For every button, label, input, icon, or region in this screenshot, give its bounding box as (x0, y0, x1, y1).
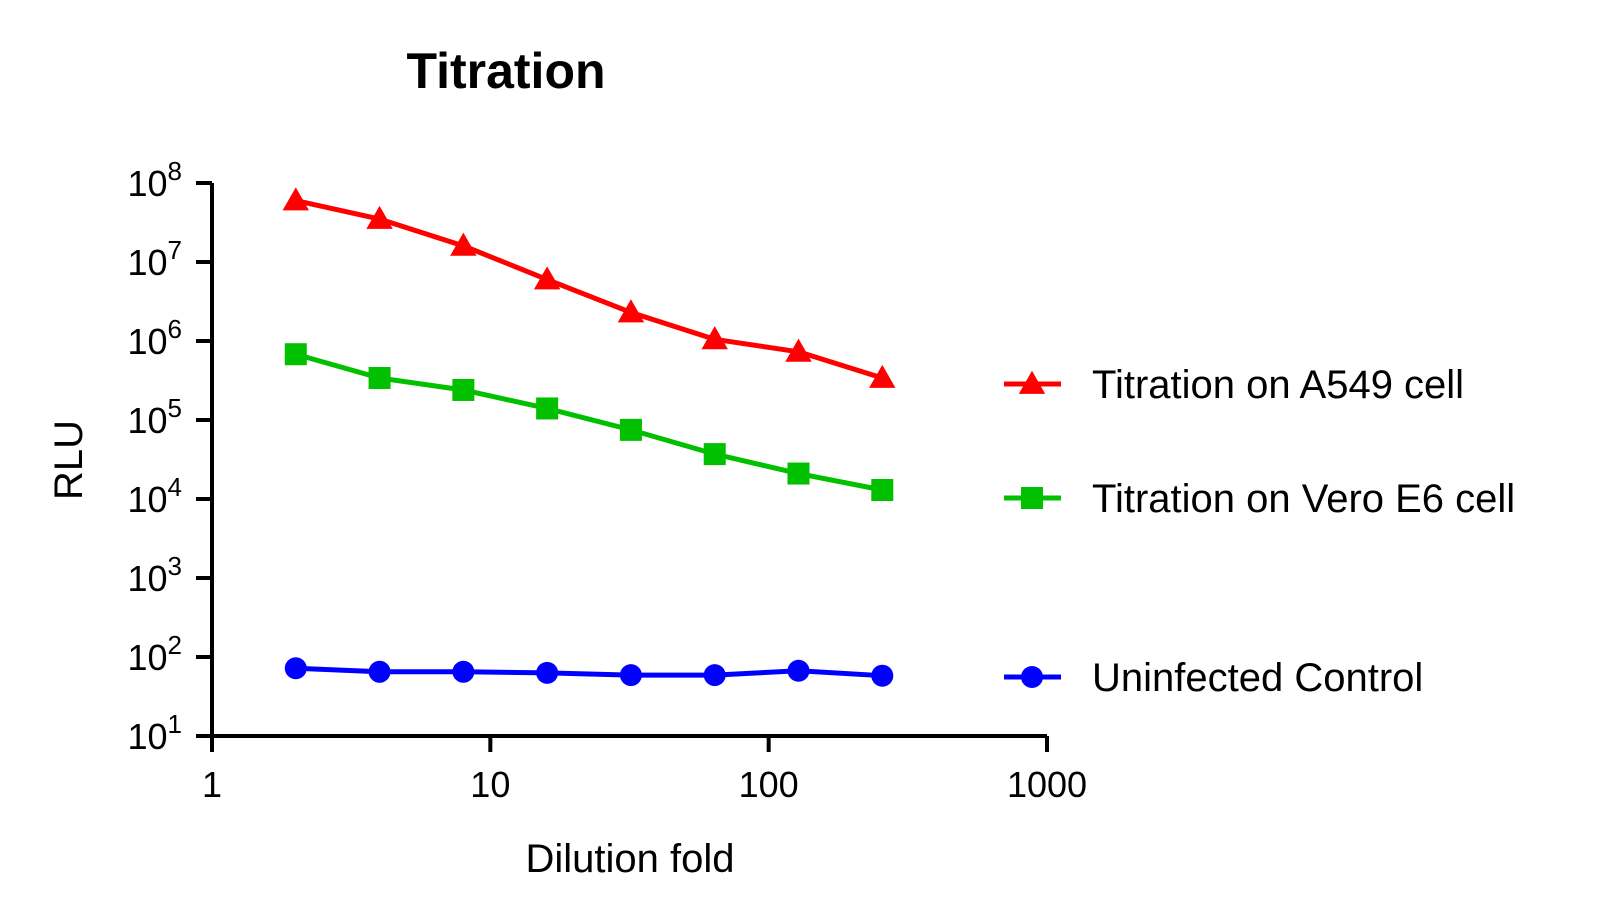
series-layer (282, 187, 896, 687)
legend-entry: Titration on Vero E6 cell (1004, 477, 1515, 521)
legend-label: Titration on A549 cell (1092, 363, 1464, 407)
series-1 (282, 187, 896, 388)
series-line (295, 198, 884, 381)
data-point (366, 205, 393, 229)
data-point (871, 478, 894, 501)
data-point (617, 299, 645, 323)
y-tick-label: 104 (127, 472, 182, 520)
series-line (295, 351, 883, 493)
y-tick-exponent: 7 (168, 235, 182, 265)
data-point (368, 367, 391, 390)
x-tick-label: 100 (739, 764, 799, 805)
data-point (536, 661, 559, 684)
y-tick-label: 101 (127, 709, 182, 757)
y-tick-exponent: 8 (168, 156, 182, 186)
data-point (869, 364, 896, 388)
data-point (533, 266, 561, 290)
y-tick-base: 10 (127, 637, 167, 678)
y-tick-base: 10 (127, 716, 167, 757)
y-tick-base: 10 (127, 479, 167, 520)
legend: Titration on A549 cell Titration on Vero … (1004, 363, 1515, 700)
data-point (368, 660, 391, 683)
y-tick-base: 10 (127, 163, 167, 204)
data-point (871, 664, 894, 687)
series-line (295, 665, 883, 679)
data-point (452, 660, 475, 683)
y-tick-exponent: 2 (168, 630, 182, 660)
y-tick-base: 10 (127, 558, 167, 599)
y-tick-base: 10 (127, 400, 167, 441)
x-axis-label: Dilution fold (525, 837, 734, 881)
y-axis-label: RLU (47, 420, 91, 500)
y-tick-label: 108 (127, 156, 182, 204)
data-point (284, 657, 307, 680)
y-tick-exponent: 6 (168, 314, 182, 344)
y-tick-exponent: 5 (168, 393, 182, 423)
data-point (787, 462, 810, 485)
y-tick-label: 107 (127, 235, 182, 283)
x-tick-label: 1 (202, 764, 222, 805)
y-tick-base: 10 (127, 321, 167, 362)
legend-entry: Titration on A549 cell (1004, 363, 1464, 407)
series-2 (284, 343, 894, 501)
data-point (282, 187, 309, 211)
data-point (787, 659, 810, 682)
chart-title: Titration (406, 43, 605, 99)
y-tick-label: 106 (127, 314, 182, 362)
legend-label: Titration on Vero E6 cell (1092, 477, 1515, 521)
y-tick-exponent: 3 (168, 551, 182, 581)
data-point (703, 664, 726, 687)
data-point (284, 343, 307, 366)
data-point (536, 397, 559, 420)
data-point (703, 443, 726, 466)
x-tick-label: 10 (470, 764, 510, 805)
legend-label: Uninfected Control (1092, 656, 1423, 700)
y-tick-exponent: 4 (168, 472, 182, 502)
plot-area (282, 187, 896, 687)
y-tick-label: 105 (127, 393, 182, 441)
x-tick-label: 1000 (1007, 764, 1087, 805)
legend-entry: Uninfected Control (1004, 656, 1423, 700)
y-tick-base: 10 (127, 242, 167, 283)
legend-marker (1018, 370, 1046, 394)
data-point (450, 232, 477, 256)
data-point (785, 338, 812, 362)
legend-marker (1021, 666, 1043, 688)
data-point (619, 418, 642, 441)
data-point (701, 326, 728, 350)
legend-marker (1021, 487, 1043, 509)
x-axis-ticks: 1 10 100 1000 (202, 736, 1087, 805)
data-point (619, 664, 642, 687)
y-tick-label: 102 (127, 630, 182, 678)
y-tick-exponent: 1 (168, 709, 182, 739)
y-tick-label: 103 (127, 551, 182, 599)
data-point (452, 378, 475, 401)
series-3 (284, 657, 894, 687)
